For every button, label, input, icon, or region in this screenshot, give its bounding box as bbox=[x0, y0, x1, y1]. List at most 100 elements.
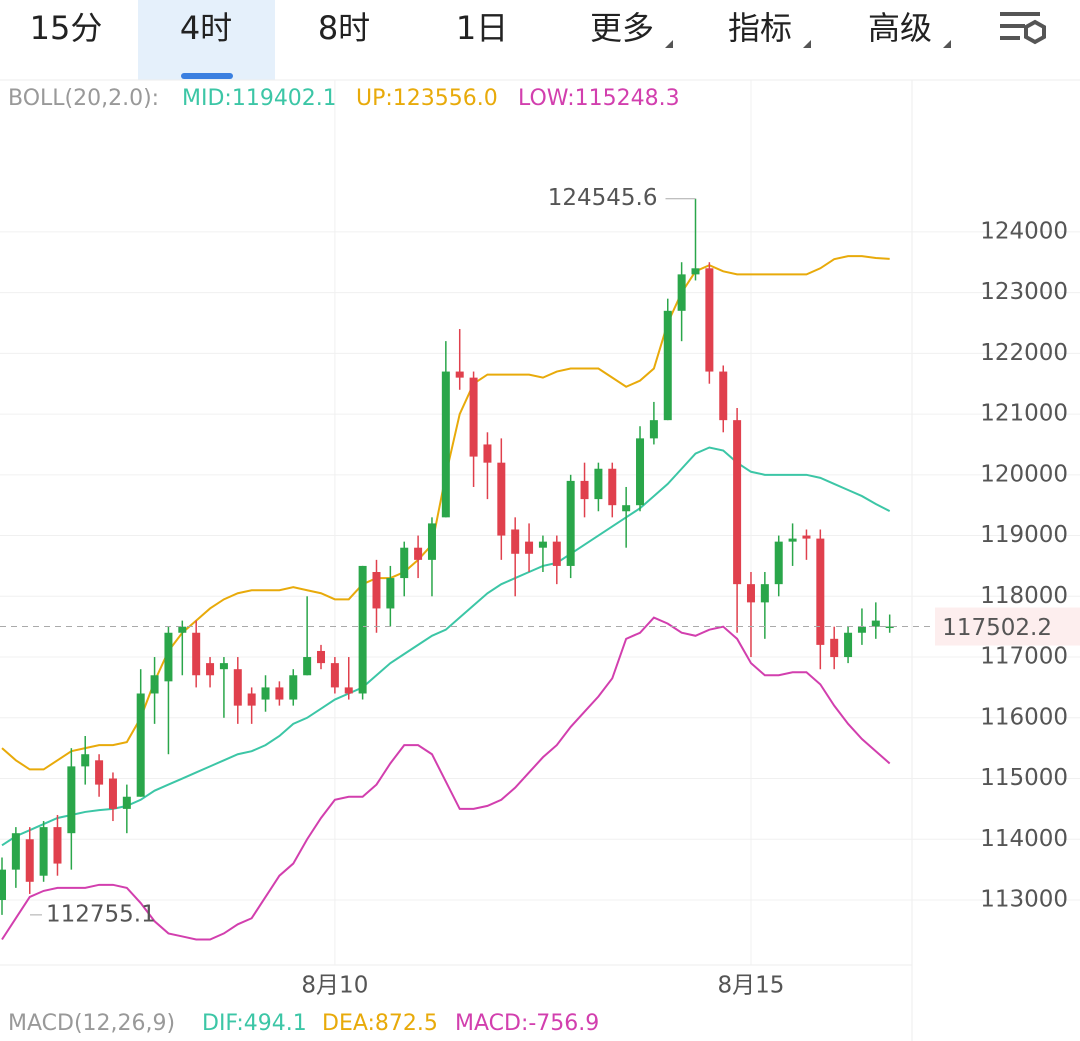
boll-line bbox=[1, 616, 891, 941]
candle-body bbox=[386, 578, 395, 609]
candle-body bbox=[289, 675, 298, 700]
candle-body bbox=[816, 538, 825, 645]
candle-body bbox=[497, 462, 506, 536]
candle-body bbox=[0, 869, 6, 901]
candle-body bbox=[746, 584, 755, 603]
dropdown-arrow bbox=[943, 40, 951, 48]
tab[interactable]: 4时 bbox=[180, 9, 232, 47]
candle-body bbox=[275, 687, 284, 700]
candle-body bbox=[760, 584, 769, 603]
candle-body bbox=[122, 796, 131, 809]
candle-body bbox=[247, 693, 256, 706]
candle-body bbox=[552, 541, 561, 566]
candle-body bbox=[594, 468, 603, 500]
macd-dif: DIF:494.1 bbox=[202, 1011, 307, 1036]
last-price-bg bbox=[935, 607, 1080, 646]
candle-body bbox=[580, 480, 589, 500]
y-tick-label: 121000 bbox=[980, 401, 1068, 427]
last-price-label: 117502.2 bbox=[942, 615, 1052, 641]
y-tick-label: 113000 bbox=[980, 887, 1068, 913]
candle-body bbox=[844, 632, 853, 658]
candle-body bbox=[608, 468, 617, 506]
candle-body bbox=[233, 669, 242, 706]
macd-dea: DEA:872.5 bbox=[322, 1011, 438, 1036]
candle-body bbox=[469, 377, 478, 457]
tab[interactable]: 8时 bbox=[318, 9, 370, 47]
candle-body bbox=[677, 274, 686, 311]
candle-body bbox=[733, 420, 742, 585]
candle-body bbox=[705, 268, 714, 372]
candle-body bbox=[358, 565, 367, 694]
candle-body bbox=[483, 444, 492, 463]
tab[interactable]: 高级 bbox=[868, 9, 932, 47]
candle-body bbox=[857, 626, 866, 633]
min-label: 112755.1 bbox=[46, 901, 156, 927]
dropdown-arrow bbox=[803, 40, 811, 48]
candle-body bbox=[663, 310, 672, 421]
candle-body bbox=[871, 620, 880, 627]
candle-body bbox=[427, 523, 436, 560]
candle-body bbox=[538, 541, 547, 548]
boll-mid: MID:119402.1 bbox=[182, 86, 337, 111]
candle-body bbox=[344, 687, 353, 694]
candle-body bbox=[636, 438, 645, 506]
candle-body bbox=[192, 632, 201, 676]
candle-body bbox=[219, 663, 228, 670]
tab-icon[interactable] bbox=[1000, 12, 1046, 45]
boll-label: BOLL(20,2.0): bbox=[8, 86, 159, 111]
tab-underline bbox=[181, 73, 233, 79]
x-tick-label: 8月10 bbox=[301, 973, 368, 999]
candle-body bbox=[67, 766, 76, 834]
candle-body bbox=[164, 632, 173, 682]
candle-body bbox=[108, 778, 117, 809]
boll-low: LOW:115248.3 bbox=[518, 86, 680, 111]
candle-body bbox=[11, 833, 20, 870]
y-tick-label: 118000 bbox=[980, 583, 1068, 609]
candle-body bbox=[441, 371, 450, 518]
candle-body bbox=[136, 693, 145, 797]
tab[interactable]: 指标 bbox=[728, 9, 792, 47]
y-tick-label: 119000 bbox=[980, 522, 1068, 548]
y-tick-label: 117000 bbox=[980, 644, 1068, 670]
y-tick-label: 120000 bbox=[980, 461, 1068, 487]
x-tick-label: 8月15 bbox=[718, 973, 785, 999]
boll-up: UP:123556.0 bbox=[356, 86, 498, 111]
candle-body bbox=[53, 827, 62, 864]
y-tick-label: 116000 bbox=[980, 704, 1068, 730]
y-tick-label: 122000 bbox=[980, 340, 1068, 366]
tab[interactable]: 15分 bbox=[30, 9, 103, 47]
y-tick-label: 114000 bbox=[980, 826, 1068, 852]
candle-body bbox=[178, 626, 187, 633]
candle-body bbox=[400, 547, 409, 579]
candle-body bbox=[414, 547, 423, 560]
candle-body bbox=[330, 663, 339, 688]
candle-body bbox=[261, 687, 270, 700]
candle-body bbox=[455, 371, 464, 378]
macd-value: MACD:-756.9 bbox=[455, 1011, 599, 1036]
candle-body bbox=[566, 480, 575, 566]
candle-body bbox=[802, 535, 811, 539]
candle-body bbox=[691, 268, 700, 275]
boll-line bbox=[1, 446, 891, 847]
candle-body bbox=[317, 650, 326, 664]
dropdown-arrow bbox=[665, 40, 673, 48]
candle-body bbox=[788, 538, 797, 542]
candle-body bbox=[372, 572, 381, 609]
candle-body bbox=[774, 541, 783, 585]
y-tick-label: 123000 bbox=[980, 279, 1068, 305]
tab[interactable]: 更多 bbox=[590, 9, 654, 47]
candle-body bbox=[525, 541, 534, 554]
max-label: 124545.6 bbox=[548, 185, 658, 211]
candle-body bbox=[303, 657, 312, 676]
candle-body bbox=[81, 754, 90, 767]
candle-body bbox=[95, 760, 104, 785]
candle-body bbox=[622, 505, 631, 512]
candle-body bbox=[511, 529, 520, 554]
tab-selected-bg bbox=[138, 0, 275, 80]
candle-body bbox=[25, 839, 34, 882]
y-tick-label: 124000 bbox=[980, 218, 1068, 244]
candle-body bbox=[39, 827, 48, 876]
candle-body bbox=[885, 626, 894, 629]
tab[interactable]: 1日 bbox=[456, 9, 508, 47]
